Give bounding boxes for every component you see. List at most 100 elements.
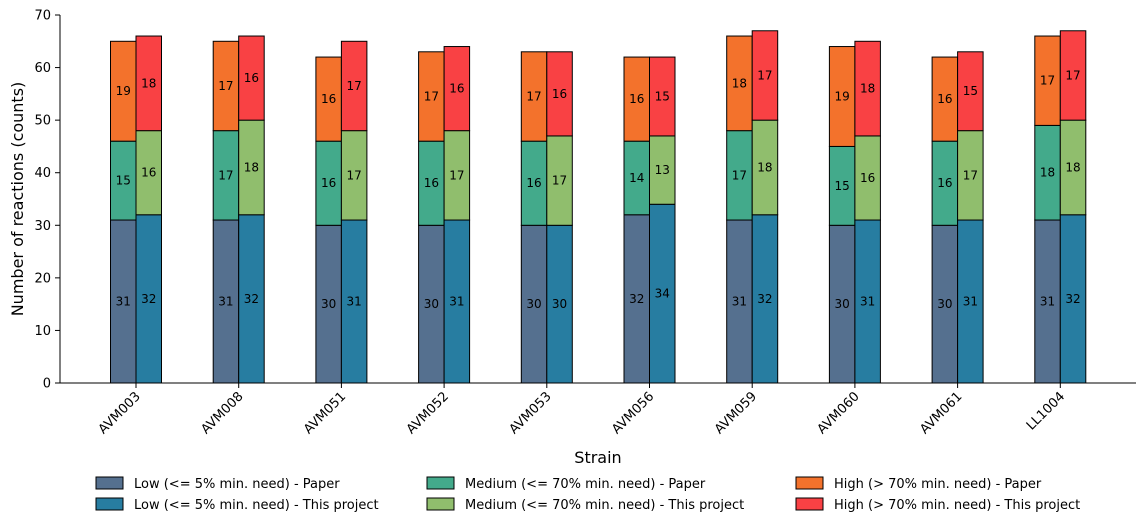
data-label: 16 <box>526 176 541 190</box>
legend-label: Low (<= 5% min. need) - This project <box>134 498 379 513</box>
bar-segment <box>212 40 240 132</box>
legend-swatch <box>95 476 124 490</box>
bar-segment <box>238 119 265 216</box>
y-tick-label: 70 <box>34 9 51 24</box>
data-label: 30 <box>835 297 850 311</box>
data-label: 18 <box>732 76 747 90</box>
x-tick-label: AVM003 <box>96 389 144 437</box>
y-tick-label: 30 <box>34 219 51 234</box>
legend-swatch <box>795 497 824 511</box>
data-label: 32 <box>629 292 644 306</box>
bar-segment <box>854 40 881 137</box>
bar-segment <box>520 51 548 142</box>
legend-swatch <box>426 476 455 490</box>
data-label: 17 <box>1040 74 1055 88</box>
bar-segment <box>854 135 881 221</box>
data-label: 16 <box>244 71 259 85</box>
bar-segment <box>340 130 368 221</box>
data-label: 18 <box>860 82 875 96</box>
data-label: 16 <box>321 176 336 190</box>
data-label: 34 <box>655 287 670 301</box>
y-tick-label: 50 <box>34 114 51 129</box>
data-label: 32 <box>1065 292 1080 306</box>
data-label: 30 <box>321 297 336 311</box>
y-tick-label: 40 <box>34 166 51 181</box>
data-label: 16 <box>141 166 156 180</box>
bar-segment <box>418 140 445 226</box>
bar-segment <box>340 40 368 132</box>
bar-segment <box>957 51 984 132</box>
bar-segment <box>418 51 445 142</box>
bar-segment <box>238 35 265 121</box>
data-label: 31 <box>860 295 875 309</box>
data-label: 19 <box>116 84 131 98</box>
x-tick-label: AVM056 <box>609 389 657 437</box>
data-label: 15 <box>655 89 670 103</box>
y-axis-title: Number of reactions (counts) <box>8 82 27 317</box>
y-tick-label: 60 <box>34 61 51 76</box>
data-label: 16 <box>629 92 644 106</box>
bar-segment <box>931 140 959 226</box>
data-label: 17 <box>732 168 747 182</box>
x-tick-label: AVM051 <box>301 389 349 437</box>
bar-segment <box>1034 35 1061 126</box>
bar-segment <box>443 46 471 132</box>
data-label: 30 <box>424 297 439 311</box>
data-label: 16 <box>860 171 875 185</box>
bar-segment <box>931 224 959 384</box>
data-label: 31 <box>732 295 747 309</box>
legend-swatch <box>795 476 824 490</box>
bar-segment <box>135 130 162 216</box>
bar-segment <box>649 135 676 205</box>
legend-label: High (> 70% min. need) - This project <box>834 498 1080 513</box>
data-label: 16 <box>937 176 952 190</box>
bar-segment <box>110 140 137 221</box>
data-label: 17 <box>1065 68 1080 82</box>
x-tick-label: AVM059 <box>712 389 760 437</box>
legend-label: Low (<= 5% min. need) - Paper <box>134 477 340 492</box>
bar-segment <box>546 51 573 137</box>
bar-segment <box>1034 219 1061 384</box>
data-label: 31 <box>116 295 131 309</box>
x-tick-label: AVM053 <box>507 389 555 437</box>
bar-segment <box>340 219 368 384</box>
bar-segment <box>931 56 959 142</box>
bar-segment <box>1059 30 1087 121</box>
x-tick-label: LL1004 <box>1024 389 1068 433</box>
data-label: 17 <box>757 68 772 82</box>
bar-segment <box>110 219 137 384</box>
data-label: 17 <box>218 168 233 182</box>
data-label: 16 <box>321 92 336 106</box>
data-label: 18 <box>1040 166 1055 180</box>
data-label: 31 <box>1040 295 1055 309</box>
bar-segment <box>135 214 162 384</box>
data-label: 15 <box>116 174 131 188</box>
y-tick-label: 0 <box>43 377 51 392</box>
bar-segment <box>546 135 573 226</box>
plot-area: 31 15 19 32 16 18 31 17 17 32 18 16 30 16 16 31 17 17 30 16… <box>110 30 1087 384</box>
data-label: 16 <box>937 92 952 106</box>
data-label: 17 <box>449 168 464 182</box>
data-label: 17 <box>963 168 978 182</box>
data-label: 15 <box>963 84 978 98</box>
y-tick-label: 20 <box>34 271 51 286</box>
data-label: 16 <box>552 87 567 101</box>
data-label: 14 <box>629 171 644 185</box>
data-label: 17 <box>347 168 362 182</box>
data-label: 15 <box>835 179 850 193</box>
data-label: 30 <box>526 297 541 311</box>
data-label: 19 <box>835 89 850 103</box>
data-label: 31 <box>218 295 233 309</box>
data-label: 32 <box>244 292 259 306</box>
bar-segment <box>751 119 779 216</box>
bar-segment <box>546 224 573 384</box>
data-label: 17 <box>424 89 439 103</box>
bar-segment <box>828 46 856 147</box>
legend: Low (<= 5% min. need) - Paper Low (<= 5% … <box>95 476 1080 513</box>
bar-segment <box>212 130 240 221</box>
bar-segment <box>238 214 265 384</box>
data-label: 18 <box>1065 160 1080 174</box>
x-tick-label: AVM061 <box>917 389 965 437</box>
data-label: 18 <box>757 160 772 174</box>
